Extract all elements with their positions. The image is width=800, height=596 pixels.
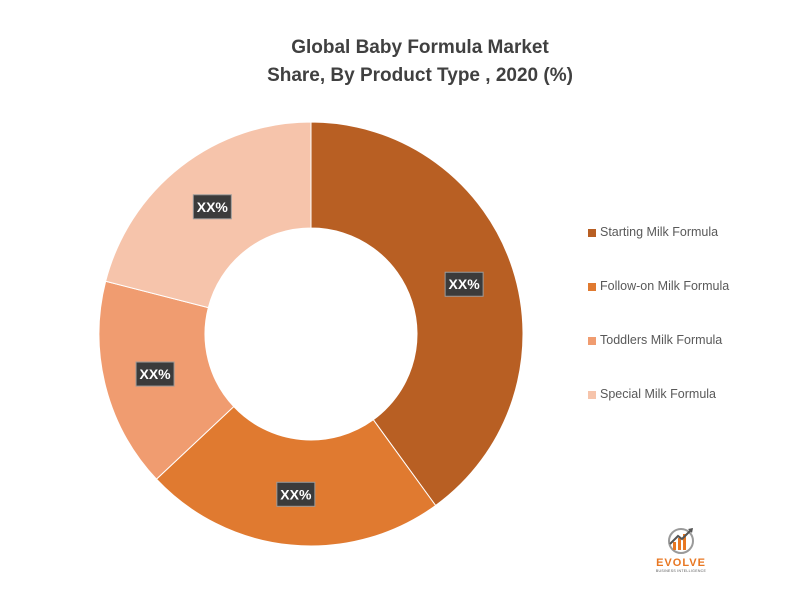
legend-label-2: Toddlers Milk Formula: [600, 333, 723, 347]
legend-item-1: Follow-on Milk Formula: [588, 279, 729, 333]
donut-slice-0: [310, 121, 524, 507]
legend-label-3: Special Milk Formula: [600, 387, 717, 401]
donut-slice-1: [155, 405, 437, 547]
data-label-box-1: [276, 481, 316, 507]
data-label-3: XX%: [192, 194, 232, 220]
data-label-2: XX%: [135, 361, 175, 387]
legend-swatch-1: [588, 283, 596, 291]
chart-title: Global Baby Formula Market Share, By Pro…: [210, 34, 630, 90]
chart-title-line-1: Global Baby Formula Market: [291, 37, 549, 58]
legend-swatch-3: [588, 391, 596, 399]
data-label-1: XX%: [276, 481, 316, 507]
data-label-box-0: [444, 271, 484, 297]
data-label-text-1: XX%: [280, 486, 312, 502]
chart-title-line-2: Share, By Product Type , 2020 (%): [267, 65, 573, 86]
legend-item-2: Toddlers Milk Formula: [588, 333, 729, 387]
data-label-box-2: [135, 361, 175, 387]
legend-label-1: Follow-on Milk Formula: [600, 279, 730, 293]
logo-tagline: BUSINESS INTELLIGENCE: [655, 569, 707, 573]
data-label-text-2: XX%: [139, 366, 171, 382]
data-label-text-3: XX%: [197, 199, 229, 215]
data-label-box-3: [192, 194, 232, 220]
data-label-0: XX%: [444, 271, 484, 297]
legend-item-0: Starting Milk Formula: [588, 225, 729, 279]
evolve-logo: EVOLVE BUSINESS INTELLIGENCE: [644, 524, 718, 576]
legend-item-3: Special Milk Formula: [588, 387, 729, 441]
logo-wordmark: EVOLVE: [656, 557, 706, 569]
legend-swatch-2: [588, 337, 596, 345]
chart-legend: Starting Milk Formula Follow-on Milk Form…: [588, 225, 729, 441]
bar-chart-arrow-icon: [668, 528, 694, 554]
legend-label-0: Starting Milk Formula: [600, 225, 719, 239]
data-label-text-0: XX%: [449, 276, 481, 292]
legend-swatch-0: [588, 229, 596, 237]
